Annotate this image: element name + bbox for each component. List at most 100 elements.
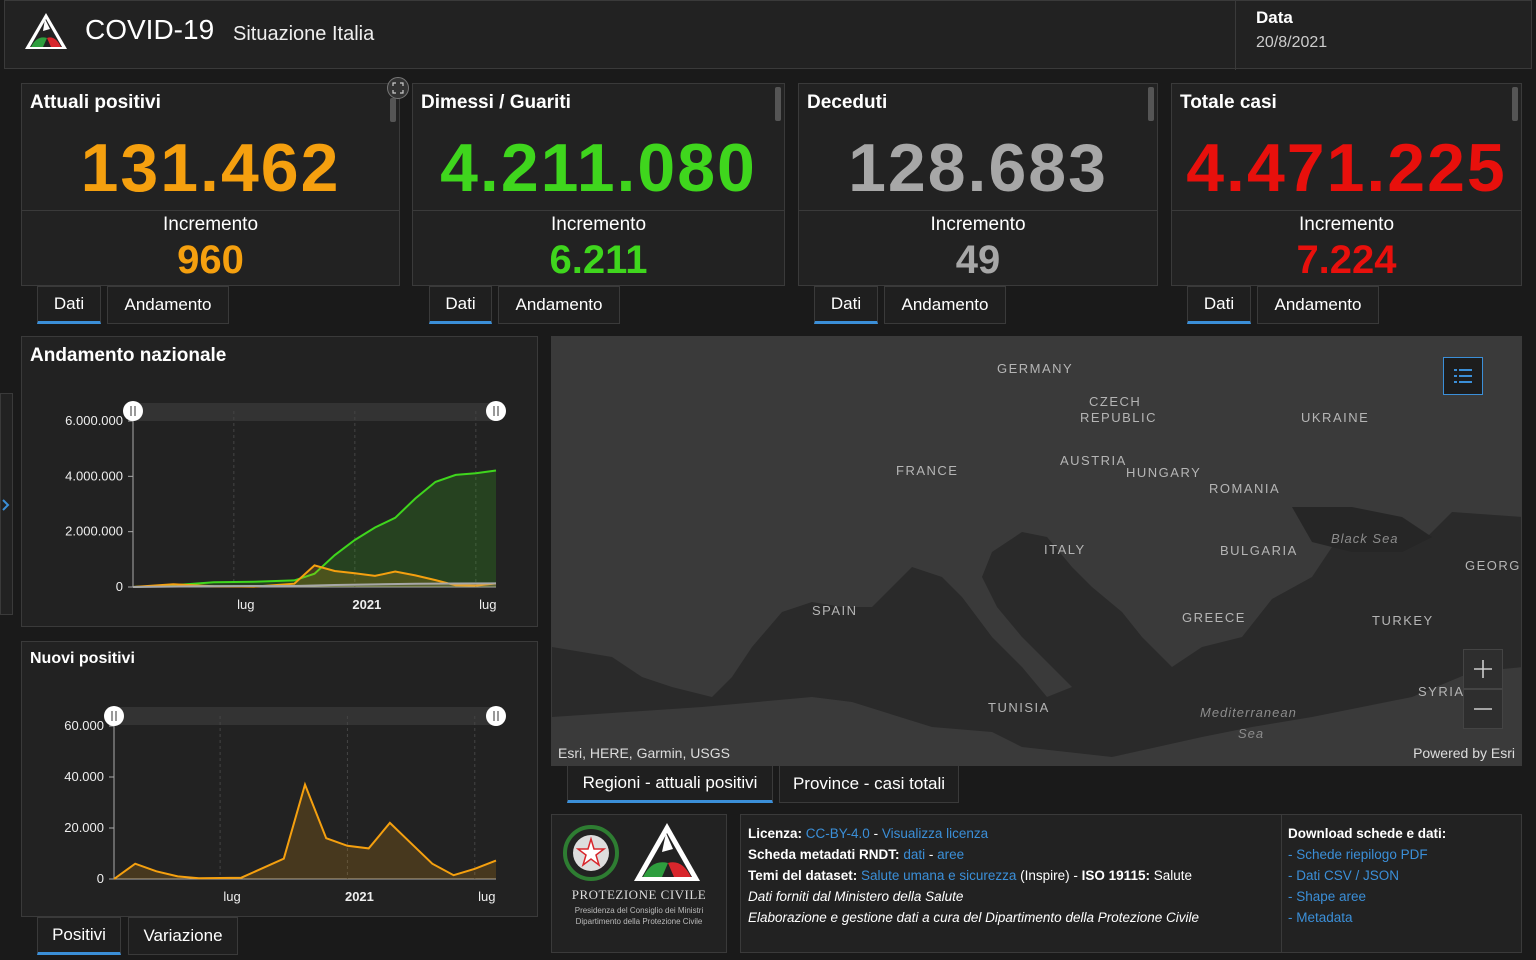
tab-andamento-deceduti[interactable]: Andamento [884, 286, 1006, 324]
map-label-sea: Sea [1238, 726, 1265, 741]
y-tick-label: 60.000 [64, 718, 104, 733]
temi-link[interactable]: Salute umana e sicurezza [861, 868, 1017, 883]
tab-andamento-attuali[interactable]: Andamento [107, 286, 229, 324]
series-line[interactable] [113, 781, 497, 880]
download-metadata-link[interactable]: Metadata [1296, 910, 1353, 925]
info-panel: Licenza: CC-BY-4.0 - Visualizza licenza … [740, 814, 1522, 953]
tab-regioni[interactable]: Regioni - attuali positivi [567, 765, 773, 803]
card-scrollbar[interactable] [390, 98, 396, 122]
tab-dati-guariti[interactable]: Dati [429, 286, 492, 324]
map-label-ukraine: UKRAINE [1301, 410, 1370, 425]
handle-grip [493, 406, 495, 416]
x-tick-label: lug [237, 597, 254, 612]
expand-button[interactable] [387, 77, 409, 99]
range-handle-right[interactable] [486, 401, 506, 421]
italian-emblem-icon [563, 825, 619, 881]
y-tick-label: 0 [116, 579, 123, 594]
range-handle-left[interactable] [104, 706, 124, 726]
tab-dati-attuali[interactable]: Dati [37, 286, 101, 324]
series-line[interactable] [132, 469, 497, 588]
range-slider-track[interactable] [114, 707, 497, 725]
map-view[interactable]: GERMANY CZECH REPUBLIC UKRAINE FRANCE AU… [551, 336, 1522, 766]
info-elaborazione: Elaborazione e gestione dati a cura del … [748, 910, 1199, 925]
handle-grip [134, 406, 136, 416]
download-shape-link[interactable]: Shape aree [1296, 889, 1367, 904]
x-tick-label: lug [223, 889, 240, 904]
map-attribution: Esri, HERE, Garmin, USGS [558, 745, 730, 761]
tab-positivi[interactable]: Positivi [37, 917, 121, 955]
download-item[interactable]: - Dati CSV / JSON [1288, 868, 1400, 883]
tab-province[interactable]: Province - casi totali [779, 765, 959, 803]
card-divider [22, 210, 399, 211]
map-label-black-sea: Black Sea [1331, 531, 1399, 546]
temi-inspire: (Inspire) - [1016, 868, 1082, 883]
x-tick-label: 2021 [352, 597, 381, 612]
protezione-civile-logo-icon [25, 13, 67, 49]
side-panel-handle[interactable] [0, 393, 13, 615]
download-item[interactable]: - Shape aree [1288, 889, 1367, 904]
series-line[interactable] [132, 582, 497, 588]
visualizza-licenza-link[interactable]: Visualizza licenza [881, 826, 989, 841]
rndt-dati-link[interactable]: dati [903, 847, 926, 862]
map-label-georgia: GEORGI [1465, 558, 1522, 573]
tab-andamento-totale[interactable]: Andamento [1257, 286, 1379, 324]
card-scrollbar[interactable] [1512, 87, 1518, 121]
map-label-hungary: HUNGARY [1126, 465, 1202, 480]
chart-title: Nuovi positivi [30, 650, 135, 667]
download-csv-link[interactable]: Dati CSV / JSON [1296, 868, 1400, 883]
card-increment-label: Incremento [1298, 214, 1395, 235]
map-label-france: FRANCE [896, 463, 959, 478]
chart-title: Andamento nazionale [30, 345, 227, 366]
range-slider-track[interactable] [133, 403, 496, 421]
card-title: Totale casi [1180, 92, 1277, 113]
iso-label: ISO 19115: [1081, 868, 1150, 883]
card-scrollbar[interactable] [1148, 87, 1154, 121]
map-powered-by[interactable]: Powered by Esri [1413, 745, 1515, 761]
card-value: 4.471.225 [1186, 130, 1507, 206]
card-divider [413, 210, 784, 211]
card-value: 4.211.080 [440, 130, 757, 206]
chevron-right-icon [2, 499, 10, 511]
map-label-mediterranean: Mediterranean [1200, 705, 1297, 720]
tab-dati-deceduti[interactable]: Dati [814, 286, 878, 324]
protezione-civile-emblem-icon [634, 823, 700, 881]
list-icon [1454, 369, 1472, 383]
download-pdf-link[interactable]: Schede riepilogo PDF [1296, 847, 1428, 862]
licenza-label: Licenza: [748, 826, 803, 841]
y-tick-label: 6.000.000 [65, 413, 123, 428]
range-handle-right[interactable] [486, 706, 506, 726]
card-scrollbar[interactable] [775, 87, 781, 121]
chart-new-positives: 60.000 40.000 20.000 0 lug 2021 lug [64, 706, 506, 904]
card-totale-casi: Totale casi 4.471.225 Incremento 7.224 [1171, 83, 1522, 286]
handle-grip [130, 406, 132, 416]
logo-line2: Dipartimento della Protezione Civile [575, 917, 703, 926]
card-increment-value: 7.224 [1296, 238, 1397, 282]
legend-list-button[interactable] [1443, 357, 1483, 395]
card-divider [799, 210, 1157, 211]
download-item[interactable]: - Metadata [1288, 910, 1353, 925]
card-increment-value: 6.211 [549, 238, 648, 282]
card-title: Dimessi / Guariti [421, 92, 571, 113]
tab-dati-totale[interactable]: Dati [1187, 286, 1251, 324]
map-label-spain: SPAIN [812, 603, 858, 618]
x-tick-label: lug [478, 889, 495, 904]
zoom-in-button[interactable] [1463, 649, 1503, 689]
logo-panel: PROTEZIONE CIVILE Presidenza del Consigl… [551, 814, 727, 953]
info-temi: Temi del dataset: Salute umana e sicurez… [748, 868, 1192, 883]
licenza-link[interactable]: CC-BY-4.0 [805, 826, 870, 841]
map-basemap [552, 337, 1521, 765]
y-tick-label: 4.000.000 [65, 468, 123, 483]
download-item[interactable]: - Schede riepilogo PDF [1288, 847, 1428, 862]
range-handle-left[interactable] [123, 401, 143, 421]
y-tick-label: 2.000.000 [65, 524, 123, 539]
date-value: 20/8/2021 [1256, 34, 1328, 51]
logo-line1: Presidenza del Consiglio dei Ministri [574, 906, 704, 915]
card-title: Deceduti [807, 92, 888, 113]
handle-grip [115, 711, 117, 721]
tab-variazione[interactable]: Variazione [128, 917, 238, 955]
app-header: COVID-19 Situazione Italia Data 20/8/202… [4, 0, 1532, 70]
rndt-aree-link[interactable]: aree [937, 847, 965, 862]
tab-andamento-guariti[interactable]: Andamento [498, 286, 620, 324]
card-increment-value: 49 [955, 238, 1001, 282]
zoom-out-button[interactable] [1463, 689, 1503, 729]
